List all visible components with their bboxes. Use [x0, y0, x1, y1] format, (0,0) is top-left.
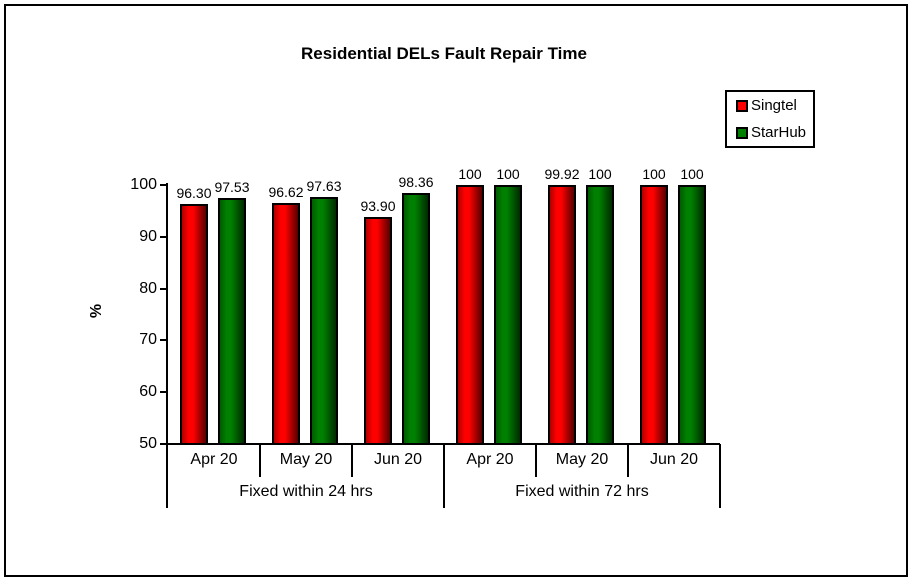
y-tick — [160, 184, 168, 186]
category-label: Jun 20 — [649, 451, 699, 468]
bar-label: 100 — [588, 166, 612, 182]
legend: Singtel StarHub — [725, 90, 815, 148]
category-separator — [627, 444, 629, 477]
bar-singtel-3 — [456, 185, 484, 445]
bar-label: 96.62 — [268, 183, 304, 200]
group-separator — [719, 444, 721, 508]
y-tick — [160, 391, 168, 394]
bar-singtel-4 — [548, 185, 576, 445]
bar-label: 97.53 — [214, 178, 250, 195]
bar-starhub-2 — [402, 193, 430, 445]
legend-item-singtel: Singtel — [736, 97, 813, 114]
bar-singtel-2 — [364, 216, 392, 445]
bar-starhub-5 — [678, 185, 706, 445]
y-tick-label: 50 — [139, 435, 157, 452]
y-tick-label: 70 — [139, 331, 157, 349]
legend-swatch-icon — [736, 99, 748, 112]
bar-label: 100 — [680, 166, 704, 182]
y-tick — [160, 235, 168, 238]
category-label: May 20 — [279, 451, 333, 468]
chart-title: Residential DELs Fault Repair Time — [301, 44, 587, 63]
bar-label: 99.92 — [544, 166, 580, 183]
bar-singtel-1 — [272, 202, 300, 445]
bar-label: 100 — [496, 166, 520, 182]
bar-label: 100 — [458, 166, 482, 182]
bar-starhub-3 — [494, 185, 522, 445]
y-tick — [160, 287, 168, 290]
bar-starhub-1 — [310, 197, 338, 445]
bar-singtel-5 — [640, 185, 668, 445]
y-tick-label: 80 — [139, 279, 157, 297]
bar-label: 100 — [642, 166, 666, 182]
y-tick — [160, 339, 168, 342]
bar-starhub-0 — [218, 197, 246, 445]
x-axis-line — [160, 443, 720, 445]
chart-border — [4, 4, 908, 577]
bar-label: 97.63 — [306, 178, 342, 195]
group-label: Fixed within 72 hrs — [515, 483, 649, 500]
bar-singtel-0 — [180, 204, 208, 445]
legend-item-starhub: StarHub — [736, 124, 813, 141]
y-tick — [160, 443, 168, 445]
category-label: Apr 20 — [190, 451, 238, 468]
legend-swatch-icon — [736, 126, 748, 139]
y-tick-label: 60 — [139, 383, 157, 401]
bar-label: 96.30 — [176, 185, 212, 202]
category-separator — [259, 444, 261, 477]
category-label: Apr 20 — [466, 451, 514, 468]
group-label: Fixed within 24 hrs — [239, 483, 373, 500]
legend-label: StarHub — [751, 124, 807, 141]
bar-label: 98.36 — [398, 174, 434, 191]
y-tick-label: 100 — [130, 176, 157, 193]
category-separator — [535, 444, 537, 477]
group-separator — [443, 444, 445, 508]
category-separator — [351, 444, 353, 477]
y-tick-label: 90 — [139, 227, 157, 245]
y-axis-line — [166, 183, 168, 508]
bar-label: 93.90 — [360, 197, 396, 214]
legend-label: Singtel — [751, 97, 797, 114]
category-label: May 20 — [555, 451, 609, 468]
category-label: Jun 20 — [373, 451, 423, 468]
bar-starhub-4 — [586, 185, 614, 445]
